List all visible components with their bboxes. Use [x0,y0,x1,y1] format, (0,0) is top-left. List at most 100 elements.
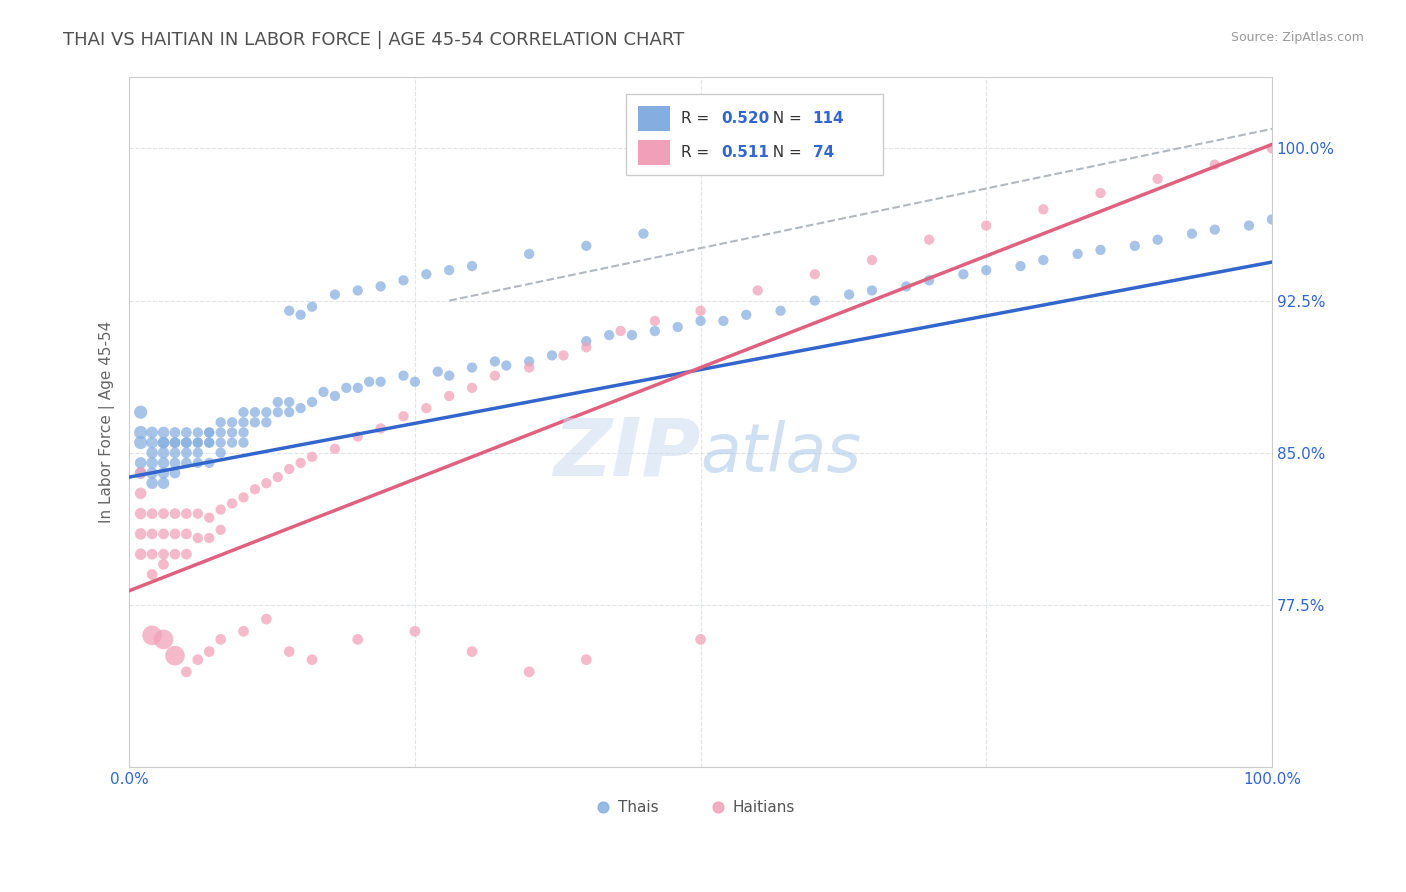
Point [198,531,221,545]
Point [198,510,221,524]
Point [209,523,232,537]
Point [278,405,301,419]
Point [267,470,290,484]
Point [804,267,827,281]
Point [209,446,232,460]
Point [346,381,368,395]
Point [918,233,941,247]
Point [370,375,392,389]
Point [575,239,598,253]
Point [437,389,460,403]
Point [267,395,290,409]
Point [609,324,631,338]
Point [1090,186,1112,200]
Point [918,273,941,287]
Point [129,405,152,419]
Point [187,435,209,450]
Point [1090,243,1112,257]
Point [152,425,174,440]
Point [198,435,221,450]
Point [163,456,186,470]
Point [312,384,335,399]
Point [517,247,540,261]
Point [974,263,997,277]
Point [254,476,277,491]
Point [952,267,974,281]
Text: N =: N = [763,145,807,160]
Point [517,665,540,679]
Point [346,429,368,443]
Point [209,435,232,450]
Point [1204,158,1226,172]
Point [152,476,174,491]
Point [267,405,290,419]
FancyBboxPatch shape [638,140,669,165]
Point [209,632,232,647]
Point [187,446,209,460]
Point [517,354,540,368]
Point [804,293,827,308]
Point [1181,227,1204,241]
Point [232,425,254,440]
Point [643,262,665,277]
Point [152,547,174,561]
Point [209,425,232,440]
Text: Source: ZipAtlas.com: Source: ZipAtlas.com [1230,31,1364,45]
Point [141,547,163,561]
Point [323,389,346,403]
Point [484,368,506,383]
Point [541,348,564,362]
Point [187,425,209,440]
Point [163,547,186,561]
Point [141,456,163,470]
Point [301,300,323,314]
Point [232,415,254,429]
Point [689,303,711,318]
Point [163,527,186,541]
Point [254,415,277,429]
Point [141,527,163,541]
Point [392,409,415,424]
Point [346,632,368,647]
Point [198,425,221,440]
Text: 0.511: 0.511 [721,145,769,160]
Point [141,425,163,440]
Point [1066,247,1088,261]
Point [254,612,277,626]
Point [187,435,209,450]
Y-axis label: In Labor Force | Age 45-54: In Labor Force | Age 45-54 [100,321,115,524]
Text: Haitians: Haitians [733,800,794,814]
Point [152,446,174,460]
Point [1146,233,1168,247]
Point [301,653,323,667]
Point [974,219,997,233]
Point [461,360,484,375]
Point [1261,141,1284,155]
Point [335,381,357,395]
Point [437,263,460,277]
Point [152,527,174,541]
Point [129,547,152,561]
Point [141,466,163,480]
Point [152,456,174,470]
Point [141,507,163,521]
Point [392,273,415,287]
Point [163,446,186,460]
Point [370,279,392,293]
Point [415,267,437,281]
Point [176,507,198,521]
Point [346,284,368,298]
Point [404,624,426,639]
Point [221,435,243,450]
Point [176,435,198,450]
Point [896,279,918,293]
Point [290,401,312,416]
Point [290,308,312,322]
Point [370,421,392,435]
Point [198,456,221,470]
Point [644,324,666,338]
Point [689,632,711,647]
Point [301,450,323,464]
Point [495,359,517,373]
Text: atlas: atlas [700,420,862,486]
